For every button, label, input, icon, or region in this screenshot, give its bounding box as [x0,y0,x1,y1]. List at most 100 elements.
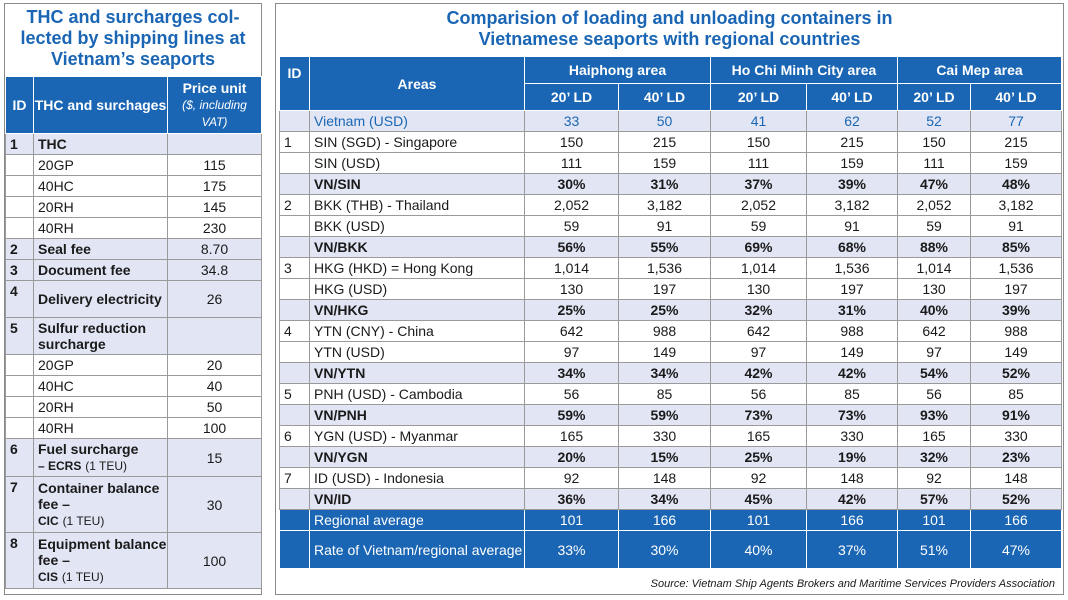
table-row: HKG (USD) 130 197 130 197 130 197 [279,278,1062,300]
row-value: 34.8 [167,259,262,281]
row-id [279,173,310,195]
cell-value: 52% [970,362,1062,384]
cell-value: 330 [618,425,711,447]
row-value: 30 [167,476,262,533]
row-area: VN/SIN [309,173,525,195]
row-id: 7 [5,476,34,533]
cell-value: 166 [806,509,898,531]
row-name: 40HC [33,175,168,197]
cell-value: 52% [970,488,1062,510]
row-value: 230 [167,217,262,239]
row-name: 20RH [33,396,168,418]
row-name: Sulfur reduction surcharge [33,317,168,355]
cell-value: 215 [970,131,1062,153]
cell-value: 68% [806,236,898,258]
table-row: 40RH 230 [5,217,262,239]
comparison-panel: Comparision of loading and unloading con… [275,3,1064,595]
row-area: VN/BKK [309,236,525,258]
table-row: 5 Sulfur reduction surcharge [5,317,262,355]
cell-value: 42% [806,362,898,384]
cell-value: 85 [806,383,898,405]
row-value: 145 [167,196,262,218]
cell-value: 85 [970,383,1062,405]
cell-value: 111 [897,152,971,174]
row-id [279,278,310,300]
cell-value: 42% [806,488,898,510]
row-name: 40RH [33,417,168,439]
regional-average-row: Regional average 101 166 101 166 101 166 [279,509,1062,531]
row-value: 40 [167,375,262,397]
table-row: 4 YTN (CNY) - China 642 988 642 988 642 988 [279,320,1062,342]
cell-value: 32% [897,446,971,468]
cell-value: 159 [806,152,898,174]
row-area: Regional average [309,509,525,531]
row-name: Seal fee [33,238,168,260]
cell-value: 97 [897,341,971,363]
cell-value: 55% [618,236,711,258]
row-value: 175 [167,175,262,197]
cell-value: 166 [618,509,711,531]
cell-value: 97 [710,341,807,363]
row-id [279,236,310,258]
row-code: – ECRS [38,459,82,473]
comparison-table-body: Vietnam (USD) 33 50 41 62 52 77 1 SIN (SG… [279,110,1062,569]
table-row: VN/BKK 56% 55% 69% 68% 88% 85% [279,236,1062,258]
source-note: Source: Vietnam Ship Agents Brokers and … [650,578,1055,590]
row-area: YTN (CNY) - China [309,320,525,342]
header-price: Price unit ($, including VAT) [167,76,262,134]
cell-value: 15% [618,446,711,468]
cell-value: 47% [970,530,1062,569]
cell-value: 23% [970,446,1062,468]
table-row: 4 Delivery electricity 26 [5,280,262,318]
row-id: 4 [5,280,34,318]
cell-value: 57% [897,488,971,510]
thc-table-header: ID THC and surchages Price unit ($, incl… [5,76,262,134]
cell-value: 69% [710,236,807,258]
cell-value: 130 [710,278,807,300]
cell-value: 42% [710,362,807,384]
cell-value: 59% [618,404,711,426]
cell-value: 988 [806,320,898,342]
cell-value: 165 [897,425,971,447]
table-row: VN/YTN 34% 34% 42% 42% 54% 52% [279,362,1062,384]
row-name: 20RH [33,196,168,218]
rate-row: Rate of Vietnam/regional average 33% 30%… [279,530,1062,569]
row-unit: (1 TEU) [85,459,128,473]
header-ld40: 40’ LD [806,83,898,111]
table-row: YTN (USD) 97 149 97 149 97 149 [279,341,1062,363]
cell-value: 101 [710,509,807,531]
header-areas: Areas [309,56,525,111]
row-unit: (1 TEU) [61,570,104,584]
row-id: 8 [5,532,34,589]
table-row: 20GP 20 [5,354,262,376]
cell-value: 3,182 [618,194,711,216]
row-area: BKK (USD) [309,215,525,237]
comparison-title-line1: Comparision of loading and unloading con… [446,8,893,28]
table-row: 6 Fuel surcharge – ECRS (1 TEU) 15 [5,438,262,477]
row-area: SIN (USD) [309,152,525,174]
cell-value: 197 [970,278,1062,300]
cell-value: 50 [618,110,711,132]
cell-value: 33% [524,530,619,569]
cell-value: 25% [710,446,807,468]
row-area: PNH (USD) - Cambodia [309,383,525,405]
cell-value: 59 [524,215,619,237]
table-row: 7 Container balance fee – CIC (1 TEU) 30 [5,476,262,533]
cell-value: 40% [710,530,807,569]
cell-value: 54% [897,362,971,384]
cell-value: 56% [524,236,619,258]
row-id: 7 [279,467,310,489]
cell-value: 30% [618,530,711,569]
table-row: 1 SIN (SGD) - Singapore 150 215 150 215 150 215 [279,131,1062,153]
row-id [279,446,310,468]
table-row: 20RH 145 [5,196,262,218]
row-id: 6 [5,438,34,477]
cell-value: 91 [806,215,898,237]
thc-surcharges-panel: THC and surcharges col-lected by shippin… [4,3,262,595]
table-row: 3 HKG (HKD) = Hong Kong 1,014 1,536 1,014 1,5… [279,257,1062,279]
cell-value: 56 [524,383,619,405]
cell-value: 34% [618,362,711,384]
cell-value: 215 [806,131,898,153]
row-value: 50 [167,396,262,418]
header-ld40: 40’ LD [618,83,711,111]
